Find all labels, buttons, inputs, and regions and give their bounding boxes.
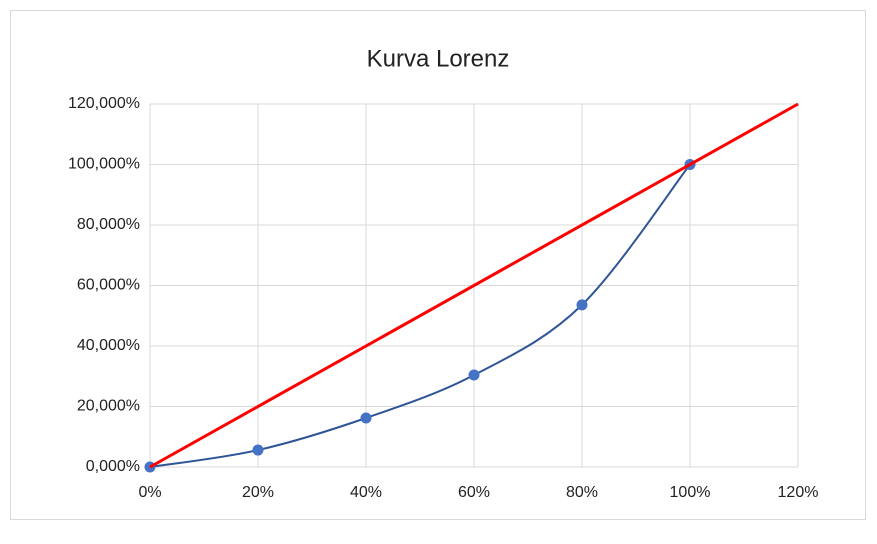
y-tick-label: 80,000% — [77, 216, 140, 233]
y-tick-label: 120,000% — [68, 95, 140, 112]
y-tick-label: 40,000% — [77, 337, 140, 354]
y-tick-label: 100,000% — [68, 156, 140, 173]
data-point — [576, 299, 588, 311]
chart-title: Kurva Lorenz — [367, 45, 510, 72]
x-tick-label: 20% — [242, 484, 274, 501]
x-tick-label: 100% — [670, 484, 711, 501]
y-tick-label: 60,000% — [77, 277, 140, 294]
x-tick-label: 80% — [566, 484, 598, 501]
data-point — [468, 369, 480, 381]
x-tick-label: 60% — [458, 484, 490, 501]
series-line — [149, 102, 799, 469]
y-tick-label: 20,000% — [77, 398, 140, 415]
x-tick-label: 120% — [778, 484, 819, 501]
data-point — [252, 444, 264, 456]
data-point — [360, 412, 372, 424]
y-tick-label: 0,000% — [86, 458, 140, 475]
chart-border — [10, 10, 866, 520]
x-tick-label: 0% — [138, 484, 161, 501]
x-tick-label: 40% — [350, 484, 382, 501]
